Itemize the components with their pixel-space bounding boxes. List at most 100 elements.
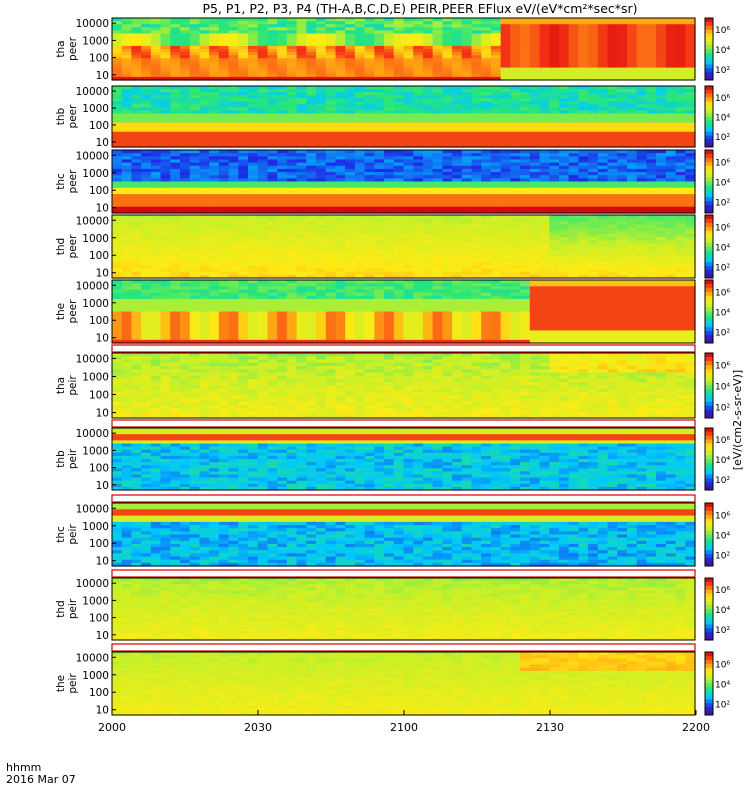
heatmap-cell bbox=[607, 184, 618, 189]
heatmap-cell bbox=[471, 203, 482, 208]
heatmap-cell bbox=[539, 184, 550, 189]
heatmap-cell bbox=[121, 268, 133, 273]
heatmap-cell bbox=[180, 252, 191, 257]
heatmap-cell bbox=[510, 30, 521, 35]
heatmap-cell bbox=[461, 187, 473, 192]
heatmap-cell bbox=[403, 224, 414, 229]
heatmap-cell bbox=[442, 143, 453, 148]
heatmap-cell bbox=[364, 73, 375, 78]
heatmap-cell bbox=[539, 104, 550, 108]
heatmap-cell bbox=[141, 86, 152, 90]
heatmap-cell bbox=[335, 153, 346, 157]
heatmap-cell bbox=[180, 137, 191, 142]
heatmap-cell bbox=[209, 184, 220, 189]
heatmap-cell bbox=[665, 24, 677, 28]
heatmap-cell bbox=[121, 262, 133, 266]
heatmap-cell bbox=[617, 197, 628, 201]
heatmap-cell bbox=[306, 116, 317, 121]
heatmap-cell bbox=[316, 181, 327, 186]
heatmap-cell bbox=[218, 70, 230, 75]
heatmap-cell bbox=[257, 215, 269, 219]
heatmap-cell bbox=[384, 52, 395, 56]
heatmap-cell bbox=[189, 107, 201, 111]
heatmap-cell bbox=[617, 178, 628, 183]
heatmap-cell bbox=[558, 39, 570, 44]
heatmap-cell bbox=[228, 215, 239, 219]
heatmap-cell bbox=[160, 131, 171, 136]
heatmap-cell bbox=[413, 168, 424, 173]
heatmap-cell bbox=[626, 194, 638, 198]
heatmap-cell bbox=[607, 131, 618, 136]
heatmap-cell bbox=[558, 61, 570, 66]
heatmap-cell bbox=[160, 255, 171, 260]
heatmap-cell bbox=[539, 175, 550, 179]
heatmap-cell bbox=[180, 246, 191, 251]
heatmap-cell bbox=[248, 70, 259, 75]
heatmap-cell bbox=[500, 67, 511, 72]
heatmap-cell bbox=[588, 21, 599, 25]
heatmap-cell bbox=[121, 140, 133, 145]
heatmap-cell bbox=[335, 246, 346, 251]
y-tick-label: 1000 bbox=[82, 103, 109, 115]
heatmap-cell bbox=[490, 224, 502, 229]
heatmap-cell bbox=[481, 233, 492, 238]
heatmap-cell bbox=[558, 122, 570, 127]
heatmap-cell bbox=[432, 67, 443, 72]
heatmap-cell bbox=[238, 119, 249, 124]
heatmap-cell bbox=[636, 76, 648, 81]
heatmap-cell bbox=[636, 42, 648, 47]
heatmap-cell bbox=[112, 24, 123, 28]
heatmap-cell bbox=[277, 178, 288, 183]
heatmap-cell bbox=[286, 200, 298, 205]
heatmap-cell bbox=[238, 194, 249, 198]
heatmap-cell bbox=[500, 36, 511, 41]
heatmap-cell bbox=[364, 215, 375, 219]
heatmap-cell bbox=[364, 184, 375, 189]
heatmap-cell bbox=[180, 70, 191, 75]
heatmap-cell bbox=[257, 89, 269, 93]
heatmap-cell bbox=[354, 255, 366, 260]
heatmap-cell bbox=[112, 122, 123, 127]
heatmap-cell bbox=[490, 259, 502, 263]
heatmap-cell bbox=[218, 49, 230, 53]
colorbar-segment bbox=[705, 131, 713, 137]
colorbar-tick-label: 10² bbox=[715, 199, 730, 209]
heatmap-cell bbox=[374, 187, 385, 192]
heatmap-cell bbox=[675, 107, 686, 111]
heatmap-cell bbox=[490, 249, 502, 254]
heatmap-cell bbox=[257, 137, 269, 142]
heatmap-cell bbox=[471, 21, 482, 25]
heatmap-cell bbox=[374, 125, 385, 130]
heatmap-cell bbox=[500, 58, 511, 62]
heatmap-cell bbox=[432, 190, 443, 195]
heatmap-cell bbox=[150, 221, 162, 226]
heatmap-cell bbox=[199, 61, 210, 66]
heatmap-cell bbox=[170, 233, 181, 238]
heatmap-cell bbox=[199, 175, 210, 179]
heatmap-cell bbox=[374, 175, 385, 179]
heatmap-cell bbox=[617, 21, 628, 25]
heatmap-cell bbox=[675, 58, 686, 62]
heatmap-cell bbox=[578, 39, 589, 44]
heatmap-cell bbox=[403, 39, 414, 44]
heatmap-cell bbox=[558, 134, 570, 139]
colorbar-segment bbox=[705, 89, 713, 95]
heatmap-cell bbox=[490, 227, 502, 232]
heatmap-cell bbox=[500, 187, 511, 192]
y-tick-label: 1000 bbox=[82, 35, 109, 47]
heatmap-cell bbox=[316, 197, 327, 201]
heatmap-cell bbox=[345, 150, 356, 154]
heatmap-cell bbox=[520, 153, 531, 157]
heatmap-cell bbox=[150, 224, 162, 229]
heatmap-cell bbox=[490, 178, 502, 183]
heatmap-cell bbox=[452, 107, 463, 111]
heatmap-cell bbox=[520, 101, 531, 105]
heatmap-cell bbox=[121, 134, 133, 139]
heatmap-cell bbox=[228, 21, 239, 25]
heatmap-cell bbox=[646, 187, 657, 192]
heatmap-cell bbox=[316, 70, 327, 75]
heatmap-cell bbox=[364, 159, 375, 164]
heatmap-cell bbox=[510, 21, 521, 25]
heatmap-cell bbox=[461, 200, 473, 205]
